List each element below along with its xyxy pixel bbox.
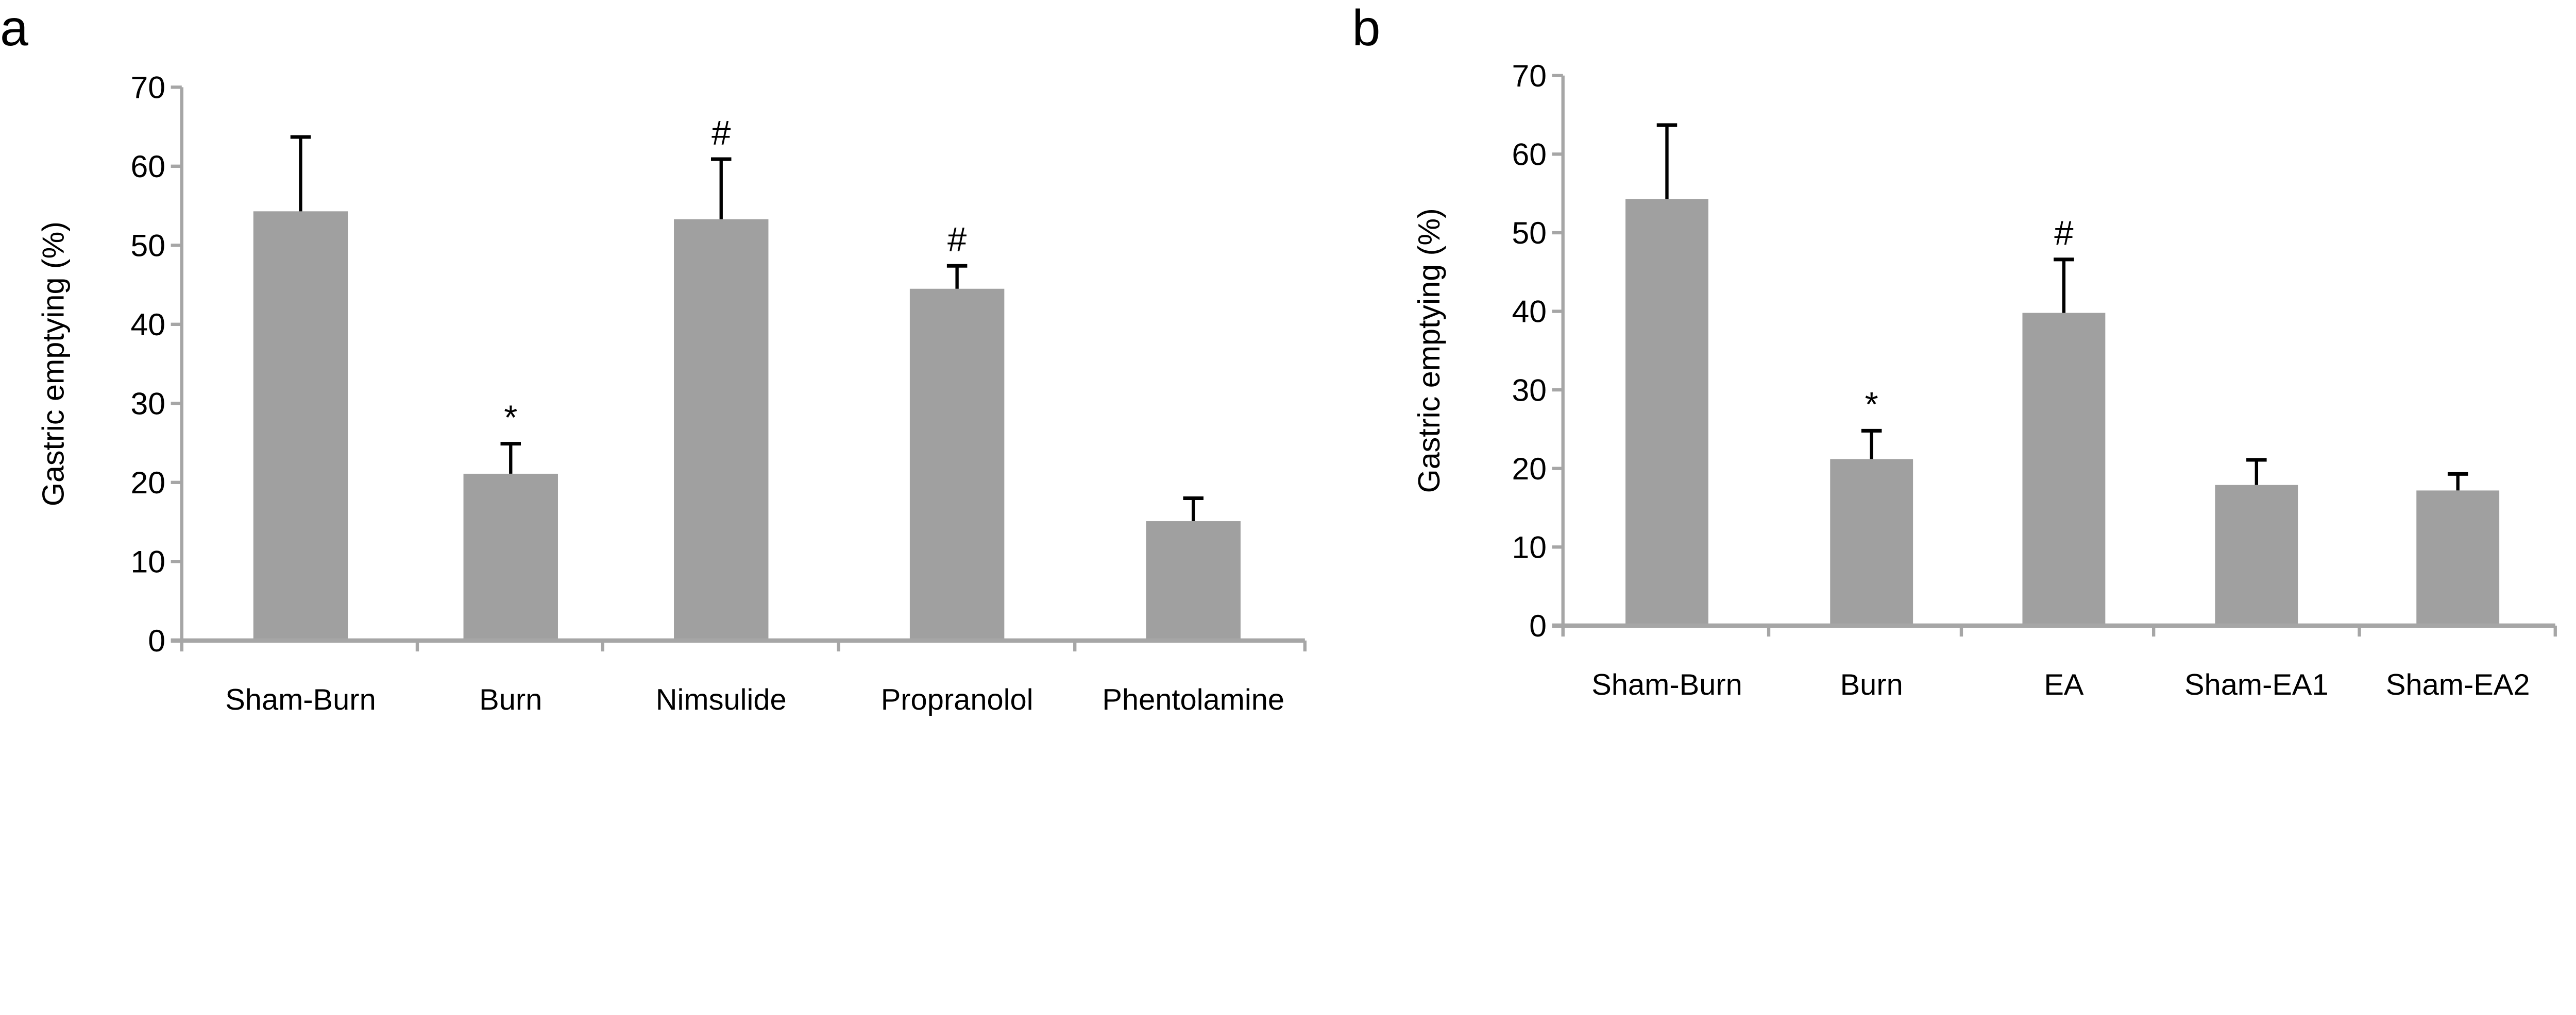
bar <box>2215 485 2298 626</box>
figure: a 0 10 20 30 40 50 60 70 Gastric emptying (%) Sham… <box>0 0 2557 716</box>
y-tick-label: 70 <box>1512 58 1547 93</box>
y-tick-label: 70 <box>131 70 165 105</box>
bar <box>674 219 769 641</box>
y-tick-label: 10 <box>1512 529 1547 564</box>
significance-marker: * <box>504 398 517 437</box>
x-tick-label: Sham-EA1 <box>2184 668 2329 701</box>
bar <box>1625 199 1708 626</box>
significance-marker: * <box>1865 385 1878 424</box>
x-tick-label: Sham-Burn <box>225 683 376 716</box>
y-tick-label: 30 <box>131 386 165 421</box>
panel-a: a 0 10 20 30 40 50 60 70 Gastric emptying (%) Sham… <box>0 0 1307 716</box>
bar <box>909 288 1005 641</box>
y-tick-label: 50 <box>1512 215 1547 250</box>
significance-marker: # <box>947 220 967 259</box>
x-tick-label: Burn <box>479 683 542 716</box>
x-tick-label: Sham-EA2 <box>2386 668 2530 701</box>
y-axis-label: Gastric emptying (%) <box>36 221 70 506</box>
x-tick-label: Nimsulide <box>656 683 787 716</box>
panel-label: b <box>1352 0 1381 56</box>
bar <box>253 211 348 641</box>
bar <box>1146 521 1241 641</box>
bar <box>2416 490 2500 626</box>
x-tick-label: Burn <box>1840 668 1903 701</box>
y-tick-label: 10 <box>131 544 165 579</box>
y-tick-label: 50 <box>131 228 165 263</box>
y-axis-label: Gastric emptying (%) <box>1412 208 1446 493</box>
y-tick-label: 40 <box>131 307 165 342</box>
y-tick-label: 0 <box>148 623 165 658</box>
x-tick-label: EA <box>2044 668 2084 701</box>
significance-marker: # <box>711 114 731 152</box>
x-tick-label: Propranolol <box>881 683 1033 716</box>
x-tick-label: Phentolamine <box>1102 683 1284 716</box>
panel-label: a <box>0 0 28 56</box>
panel-b: b 0 10 20 30 40 50 60 70 Gastric emptying (%) Sham… <box>1352 0 2557 701</box>
significance-marker: # <box>2054 214 2073 253</box>
y-tick-label: 60 <box>1512 137 1547 172</box>
y-tick-label: 20 <box>1512 451 1547 486</box>
y-tick-label: 0 <box>1529 608 1547 643</box>
y-tick-label: 40 <box>1512 294 1547 329</box>
bar <box>2022 313 2106 626</box>
bar <box>463 473 558 641</box>
x-tick-label: Sham-Burn <box>1591 668 1742 701</box>
y-tick-label: 20 <box>131 465 165 500</box>
bar <box>1830 459 1913 626</box>
y-tick-label: 60 <box>131 149 165 184</box>
y-tick-label: 30 <box>1512 372 1547 407</box>
